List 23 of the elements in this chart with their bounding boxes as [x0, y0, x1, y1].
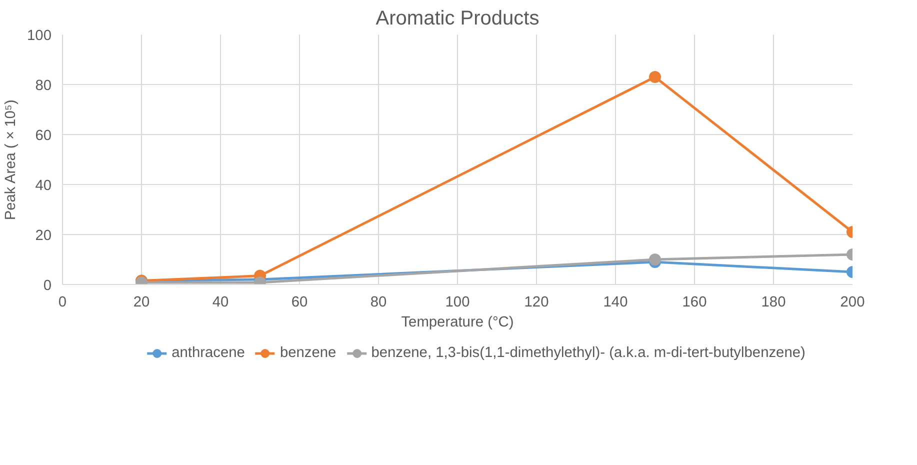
x-tick-label: 140	[603, 294, 628, 310]
x-tick-label: 100	[445, 294, 470, 310]
y-axis-title: Peak Area ( × 10⁵)	[3, 100, 20, 220]
y-tick-label: 40	[35, 178, 52, 194]
y-tick-label: 80	[35, 78, 52, 94]
chart-title: Aromatic Products	[376, 8, 540, 30]
x-tick-label: 20	[133, 294, 150, 310]
legend-label: anthracene	[172, 345, 245, 361]
y-tick-label: 100	[27, 28, 52, 44]
legend-label: benzene, 1,3-bis(1,1-dimethylethyl)- (a.k.a. m-di-tert-butylbenzene)	[371, 345, 806, 361]
x-tick-label: 80	[370, 294, 387, 310]
x-tick-label: 60	[291, 294, 308, 310]
y-tick-label: 60	[35, 128, 52, 144]
x-tick-label: 0	[58, 294, 67, 310]
x-tick-label: 200	[840, 294, 865, 310]
x-tick-label: 180	[761, 294, 786, 310]
y-tick-label: 0	[43, 278, 52, 294]
x-axis-title: Temperature (°C)	[401, 314, 514, 330]
legend-label: benzene	[280, 345, 336, 361]
y-tick-label: 20	[35, 228, 52, 244]
x-tick-label: 40	[212, 294, 229, 310]
x-tick-label: 120	[524, 294, 549, 310]
x-tick-label: 160	[682, 294, 707, 310]
